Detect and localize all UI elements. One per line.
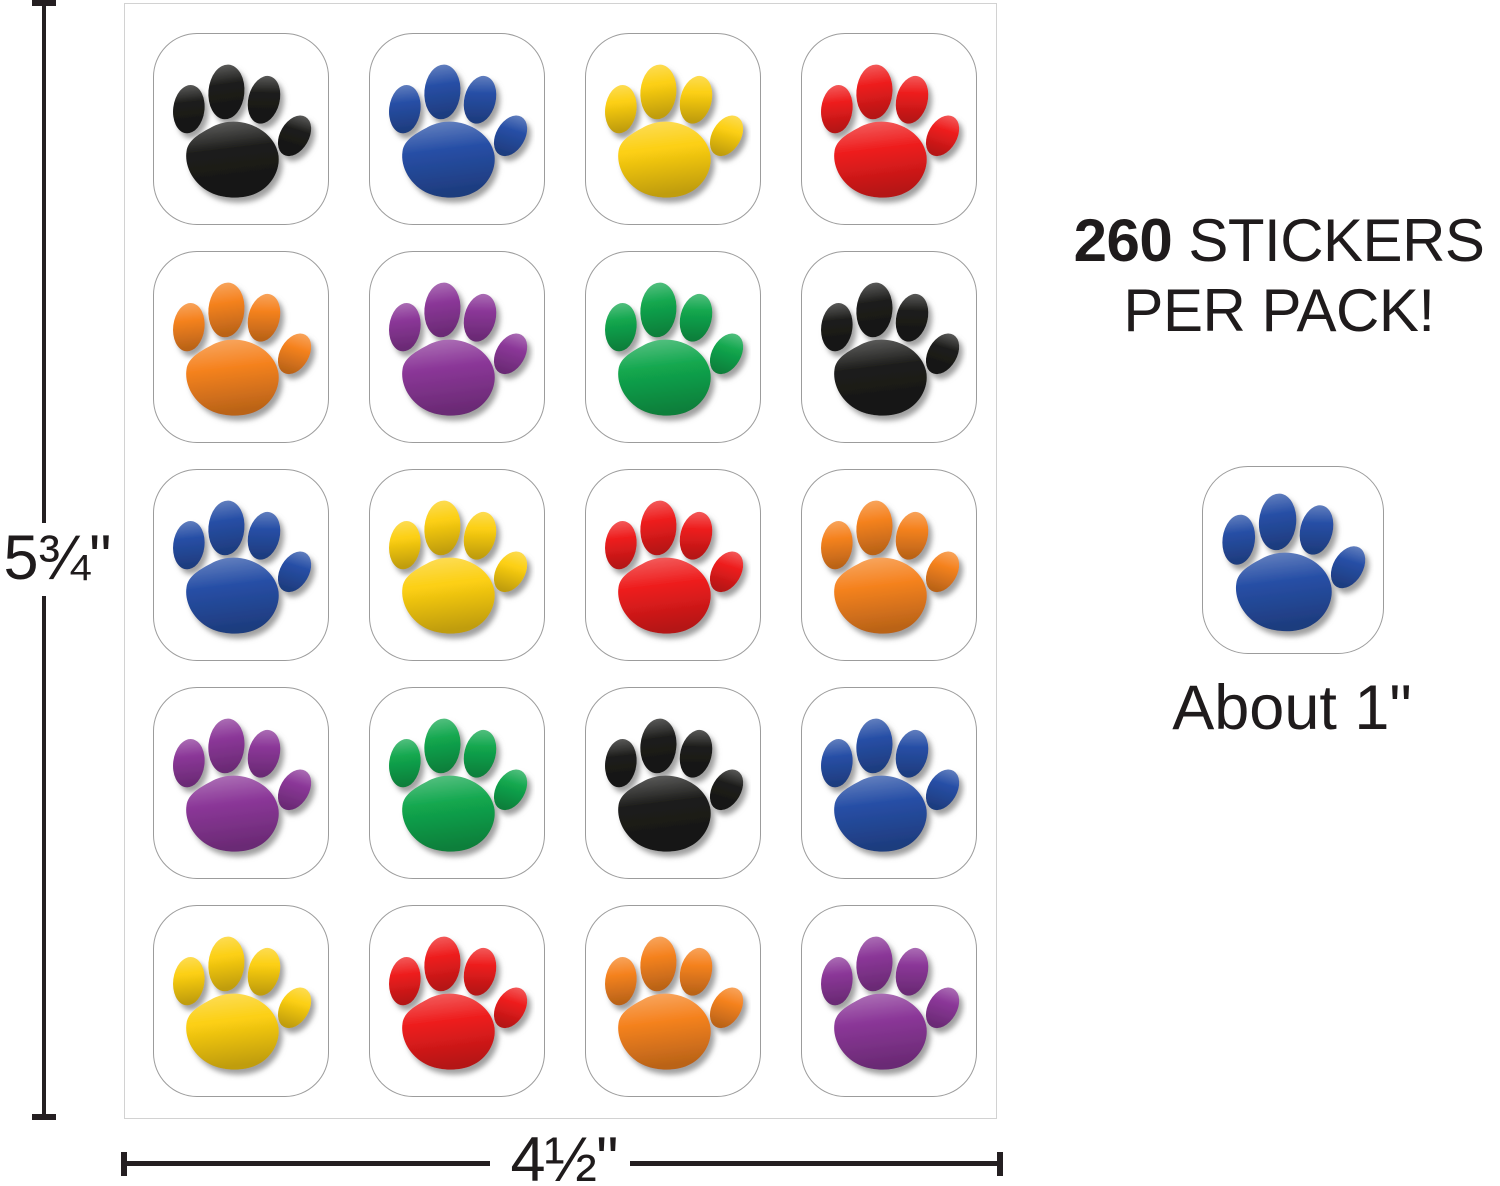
sticker-cell-yellow [153,905,329,1097]
sheet-height-label: 5¾" [3,523,112,593]
sticker-cell-yellow [585,33,761,225]
paw-icon [595,699,752,868]
width-dimension-line-right [630,1161,997,1166]
paw-icon [163,263,320,432]
sticker-grid [153,33,977,1097]
height-dimension-cap-top [32,0,56,6]
paw-icon [595,263,752,432]
sticker-cell-green [585,251,761,443]
sample-size-label: About 1" [1172,673,1412,743]
paw-icon [379,45,536,214]
paw-icon [379,699,536,868]
sample-sticker [1202,466,1384,654]
paw-icon [163,917,320,1086]
paw-icon [163,699,320,868]
sticker-cell-red [369,905,545,1097]
paw-icon [595,481,752,650]
paw-icon [811,481,968,650]
paw-icon [595,917,752,1086]
paw-icon [1212,478,1374,644]
sticker-cell-black [585,687,761,879]
sticker-cell-blue [801,687,977,879]
paw-icon [811,917,968,1086]
sticker-cell-blue [153,469,329,661]
sticker-cell-black [153,33,329,225]
sticker-cell-purple [801,905,977,1097]
height-dimension-line-upper [42,5,46,523]
sticker-cell-red [585,469,761,661]
pack-count-line2: PER PACK! [1123,277,1435,344]
paw-icon [163,481,320,650]
paw-icon [595,45,752,214]
paw-icon [379,481,536,650]
paw-icon [163,45,320,214]
sticker-sheet [124,3,997,1119]
paw-icon [811,263,968,432]
sticker-cell-orange [153,251,329,443]
paw-icon [811,45,968,214]
sticker-cell-red [801,33,977,225]
sticker-cell-purple [369,251,545,443]
pack-count-headline: 260 STICKERS PER PACK! [1056,206,1500,346]
width-dimension-cap-right [997,1152,1003,1176]
paw-icon [379,263,536,432]
pack-count-word: STICKERS [1172,207,1485,274]
sticker-cell-orange [801,469,977,661]
paw-icon [379,917,536,1086]
sticker-cell-purple [153,687,329,879]
width-dimension-cap-left [121,1152,127,1176]
sticker-cell-blue [369,33,545,225]
height-dimension-cap-bottom [32,1114,56,1120]
pack-count-number: 260 [1073,207,1173,274]
pack-count-line1: 260 STICKERS [1056,206,1500,276]
sticker-cell-yellow [369,469,545,661]
paw-icon [811,699,968,868]
sticker-cell-orange [585,905,761,1097]
sticker-cell-green [369,687,545,879]
width-dimension-line-left [127,1161,490,1166]
height-dimension-line-lower [42,596,46,1115]
sticker-cell-black [801,251,977,443]
sheet-width-label: 4½" [510,1125,619,1186]
